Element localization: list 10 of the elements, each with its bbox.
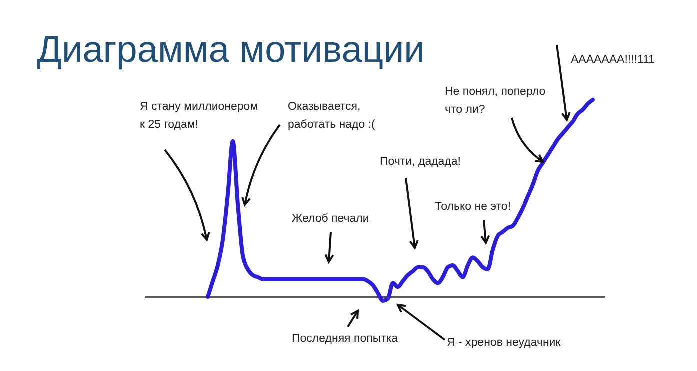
annotation: Не понял, поперло что ли?	[445, 86, 546, 116]
text: Я - хренов неудачник	[447, 337, 562, 349]
annotation: Только не это!	[435, 201, 512, 213]
chart-title: Диаграмма мотивации	[37, 29, 425, 70]
annotation: Почти, дадада!	[380, 156, 461, 168]
annotation: Оказывается, работать надо :(	[288, 101, 376, 131]
text: Последняя попытка	[292, 333, 399, 345]
annotation: Желоб печали	[292, 213, 370, 225]
text: ААААААА!!!!111	[571, 54, 655, 66]
annotation: Я стану миллионером к 25 годам!	[140, 101, 258, 131]
